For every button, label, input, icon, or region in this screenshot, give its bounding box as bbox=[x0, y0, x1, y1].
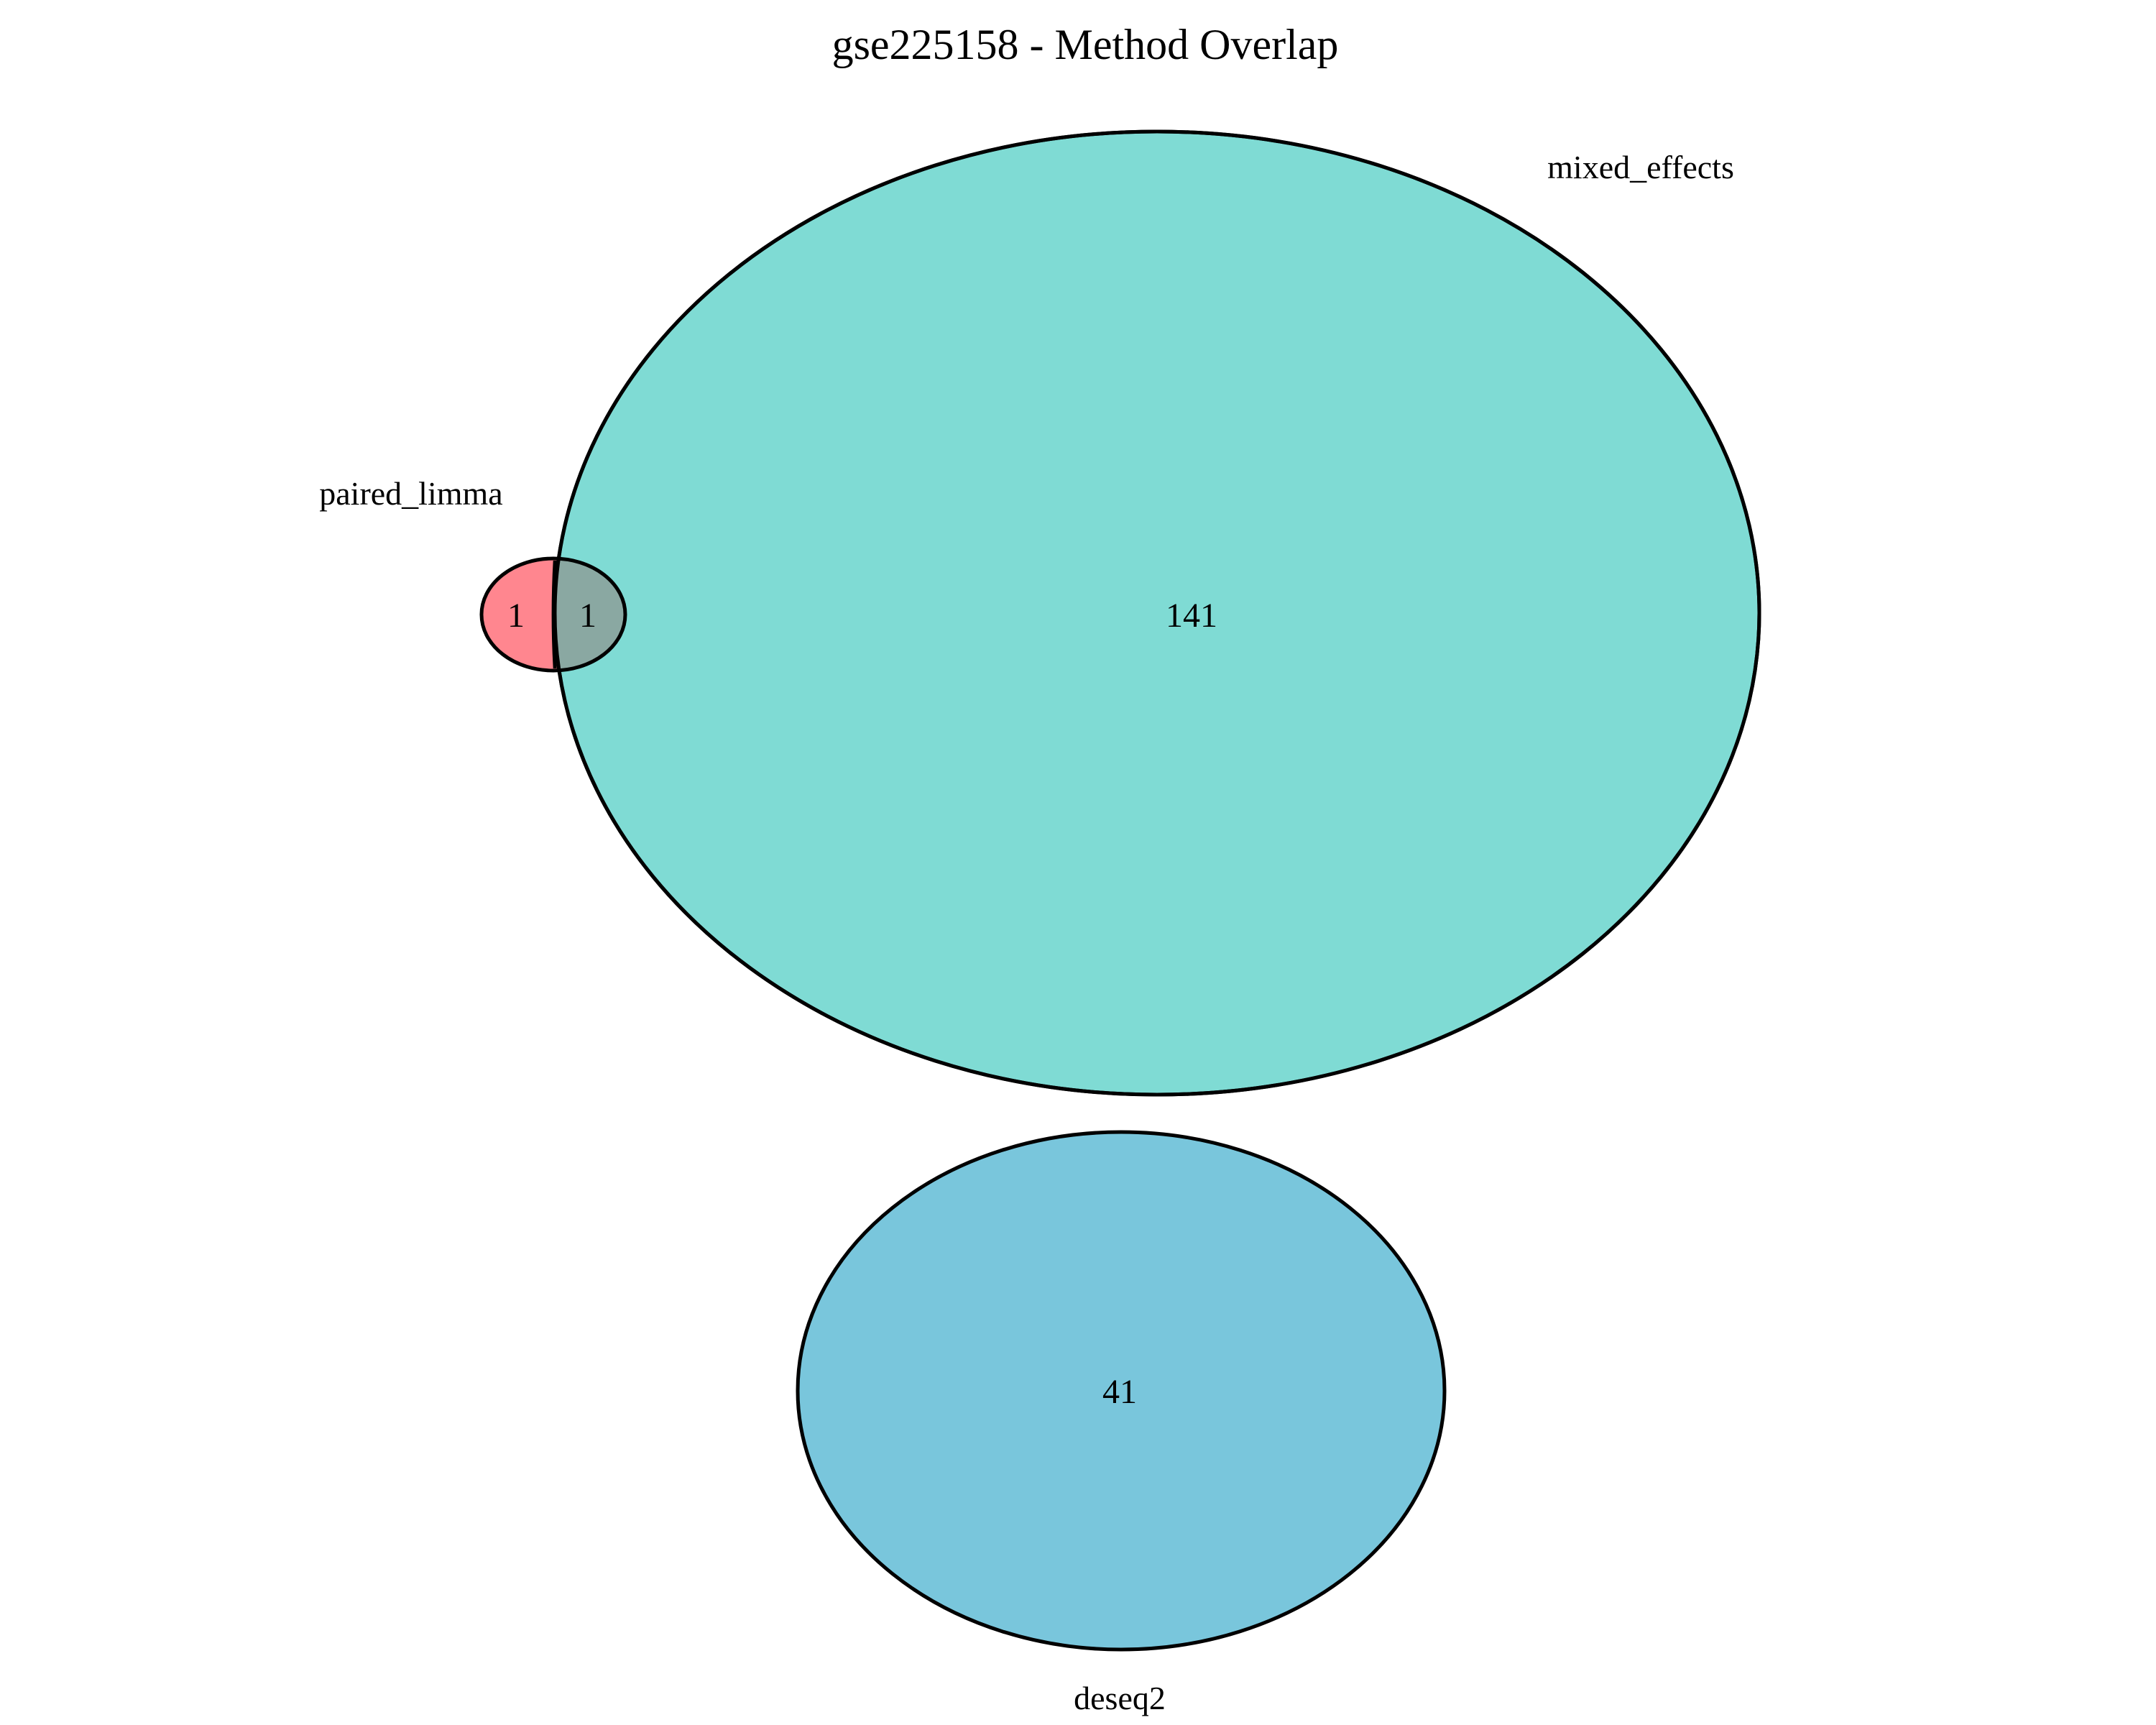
count-deseq2-only: 41 bbox=[1102, 1373, 1137, 1411]
set-label-mixed-effects: mixed_effects bbox=[1547, 149, 1734, 185]
set-label-paired-limma: paired_limma bbox=[319, 475, 502, 512]
diagram-title: gse225158 - Method Overlap bbox=[832, 21, 1339, 68]
count-paired-limma-mixed-effects: 1 bbox=[579, 597, 596, 635]
mixed-effects-arc-over-limma bbox=[551, 560, 557, 669]
set-label-deseq2: deseq2 bbox=[1074, 1680, 1166, 1716]
overlap-region bbox=[555, 558, 625, 671]
paired-limma-outline bbox=[479, 556, 627, 673]
deseq2-circle bbox=[796, 1130, 1447, 1652]
count-paired-limma-only: 1 bbox=[507, 597, 525, 635]
count-mixed-effects-only: 141 bbox=[1166, 597, 1217, 635]
mixed-effects-circle bbox=[553, 129, 1761, 1097]
